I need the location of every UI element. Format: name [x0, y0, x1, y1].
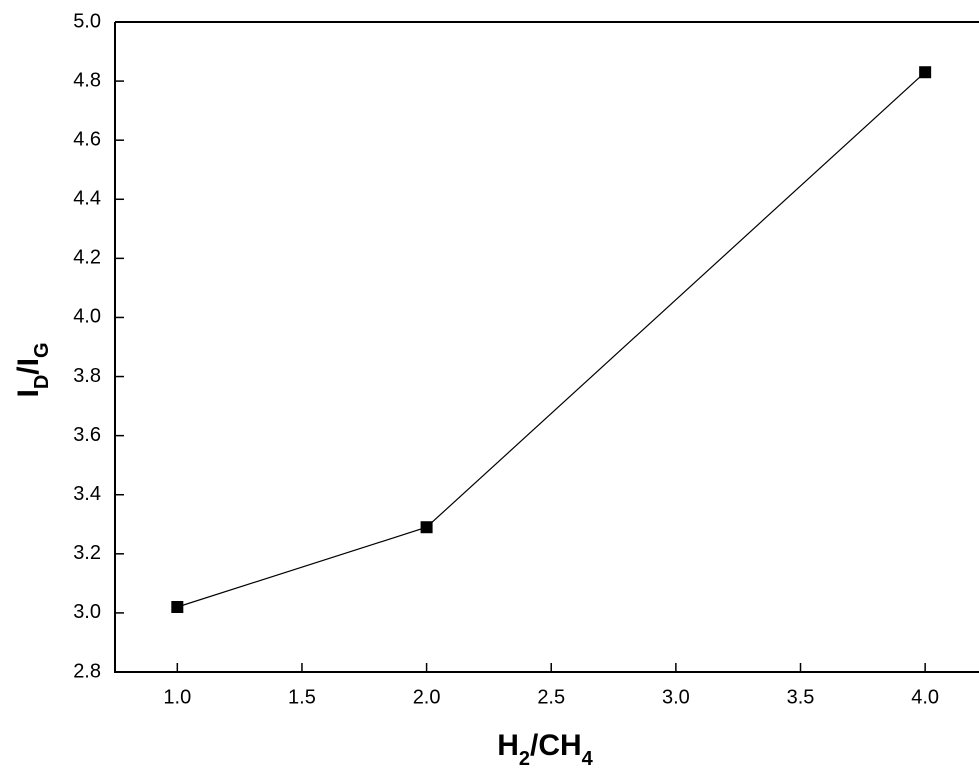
- x-axis-title-part: 2: [519, 748, 530, 770]
- y-tick-label: 4.2: [73, 247, 101, 269]
- y-tick-label: 3.0: [73, 601, 101, 623]
- x-tick-label: 4.0: [911, 686, 939, 708]
- y-tick-label: 3.8: [73, 365, 101, 387]
- data-point: [171, 601, 183, 613]
- y-tick-label: 4.8: [73, 69, 101, 91]
- y-tick-label: 3.2: [73, 542, 101, 564]
- data-point: [919, 66, 931, 78]
- y-tick-label: 4.0: [73, 306, 101, 328]
- x-axis-title-part: 4: [582, 748, 594, 770]
- y-axis-title-part: /I: [12, 358, 45, 375]
- y-tick-label: 2.8: [73, 660, 101, 682]
- x-tick-label: 3.5: [787, 686, 815, 708]
- x-tick-label: 1.0: [163, 686, 191, 708]
- x-axis-title-part: H: [497, 729, 519, 762]
- y-axis-title-part: D: [31, 375, 53, 389]
- data-point: [421, 521, 433, 533]
- x-tick-label: 1.5: [288, 686, 316, 708]
- y-tick-label: 5.0: [73, 10, 101, 32]
- y-axis-title-part: G: [31, 342, 53, 358]
- chart: 2.8 3.0 3.2 3.4 3.6 3.8 4.0 4.2 4.4 4.6 4.8 5.0 1.0 1…: [0, 0, 979, 774]
- y-tick-label: 4.6: [73, 128, 101, 150]
- y-tick-label: 3.4: [73, 483, 101, 505]
- x-tick-label: 2.0: [413, 686, 441, 708]
- background: [0, 0, 979, 774]
- x-axis-title-part: /CH: [530, 729, 582, 762]
- y-axis-title-part: I: [12, 389, 45, 397]
- x-tick-label: 2.5: [537, 686, 565, 708]
- x-tick-label: 3.0: [662, 686, 690, 708]
- y-tick-label: 3.6: [73, 424, 101, 446]
- y-tick-label: 4.4: [73, 188, 101, 210]
